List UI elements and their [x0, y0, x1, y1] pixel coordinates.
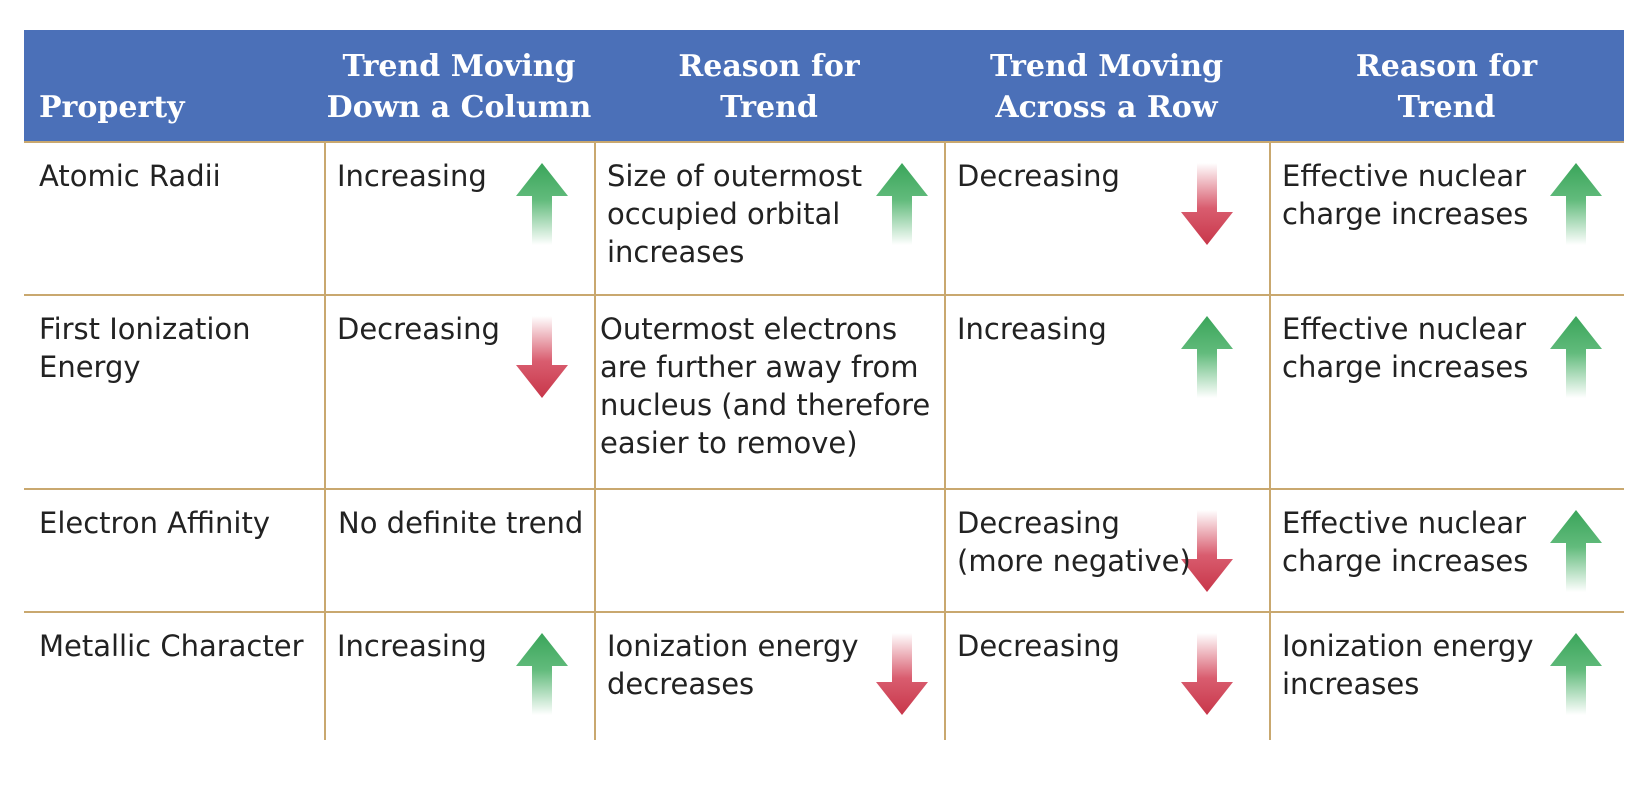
- header-reason-down: Reason for Trend: [594, 30, 944, 143]
- cell-down-trend: Decreasing: [324, 296, 594, 490]
- cell-property: Metallic Character: [24, 613, 324, 740]
- across-reason-text: Effective nuclear charge increases: [1282, 159, 1529, 231]
- cell-across-reason: Effective nuclear charge increases: [1269, 143, 1624, 296]
- down-trend-text: Increasing: [337, 159, 487, 193]
- arrow-down-icon: [1181, 163, 1233, 245]
- cell-property: Atomic Radii: [24, 143, 324, 296]
- down-trend-text: Decreasing: [337, 312, 500, 346]
- header-trend-across-row: Trend Moving Across a Row: [944, 30, 1269, 143]
- arrow-down-icon: [1181, 633, 1233, 715]
- across-trend-text: Decreasing: [957, 629, 1120, 663]
- arrow-down-icon: [876, 633, 928, 715]
- arrow-up-icon: [516, 633, 568, 715]
- arrow-up-icon: [516, 163, 568, 245]
- cell-across-trend: Decreasing: [944, 613, 1269, 740]
- down-reason-text: Ionization energy decreases: [607, 629, 859, 701]
- arrow-down-icon: [1181, 510, 1233, 592]
- header-property-label: Property: [39, 90, 185, 125]
- arrow-up-icon: [1550, 633, 1602, 715]
- property-text: First Ionization Energy: [39, 312, 251, 384]
- cell-property: Electron Affinity: [24, 490, 324, 613]
- header-reason-across-label: Reason for Trend: [1355, 49, 1538, 125]
- header-property: Property: [24, 30, 324, 143]
- cell-down-reason: [594, 490, 944, 613]
- arrow-down-icon: [516, 316, 568, 398]
- arrow-up-icon: [876, 163, 928, 245]
- arrow-up-icon: [1550, 510, 1602, 592]
- property-text: Metallic Character: [39, 629, 304, 663]
- down-reason-text: Size of outermost occupied orbital incre…: [607, 159, 863, 269]
- cell-across-reason: Ionization energy increases: [1269, 613, 1624, 740]
- header-trend-across-label: Trend Moving Across a Row: [989, 49, 1224, 125]
- property-text: Electron Affinity: [39, 506, 271, 540]
- cell-across-trend: Decreasing (more negative): [944, 490, 1269, 613]
- cell-down-trend: Increasing: [324, 613, 594, 740]
- periodic-trends-table: Property Trend Moving Down a Column Reas…: [24, 30, 1624, 740]
- across-trend-text: Decreasing (more negative): [957, 506, 1191, 578]
- down-trend-text: Increasing: [337, 629, 487, 663]
- header-reason-down-label: Reason for Trend: [678, 49, 860, 125]
- cell-across-trend: Increasing: [944, 296, 1269, 490]
- across-reason-text: Ionization energy increases: [1282, 629, 1534, 701]
- across-reason-text: Effective nuclear charge increases: [1282, 312, 1529, 384]
- cell-across-reason: Effective nuclear charge increases: [1269, 296, 1624, 490]
- arrow-up-icon: [1550, 163, 1602, 245]
- cell-down-reason: Size of outermost occupied orbital incre…: [594, 143, 944, 296]
- cell-down-trend: No definite trend: [324, 490, 594, 613]
- cell-down-reason: Outermost electrons are further away fro…: [594, 296, 944, 490]
- across-trend-text: Increasing: [957, 312, 1107, 346]
- arrow-up-icon: [1181, 316, 1233, 398]
- property-text: Atomic Radii: [39, 159, 221, 193]
- across-trend-text: Decreasing: [957, 159, 1120, 193]
- cell-across-reason: Effective nuclear charge increases: [1269, 490, 1624, 613]
- cell-down-trend: Increasing: [324, 143, 594, 296]
- across-reason-text: Effective nuclear charge increases: [1282, 506, 1529, 578]
- cell-across-trend: Decreasing: [944, 143, 1269, 296]
- arrow-up-icon: [1550, 316, 1602, 398]
- header-trend-down-column: Trend Moving Down a Column: [324, 30, 594, 143]
- cell-property: First Ionization Energy: [24, 296, 324, 490]
- header-trend-down-label: Trend Moving Down a Column: [326, 49, 592, 125]
- header-reason-across: Reason for Trend: [1269, 30, 1624, 143]
- down-reason-text: Outermost electrons are further away fro…: [600, 312, 931, 460]
- cell-down-reason: Ionization energy decreases: [594, 613, 944, 740]
- down-trend-text: No definite trend: [338, 506, 584, 540]
